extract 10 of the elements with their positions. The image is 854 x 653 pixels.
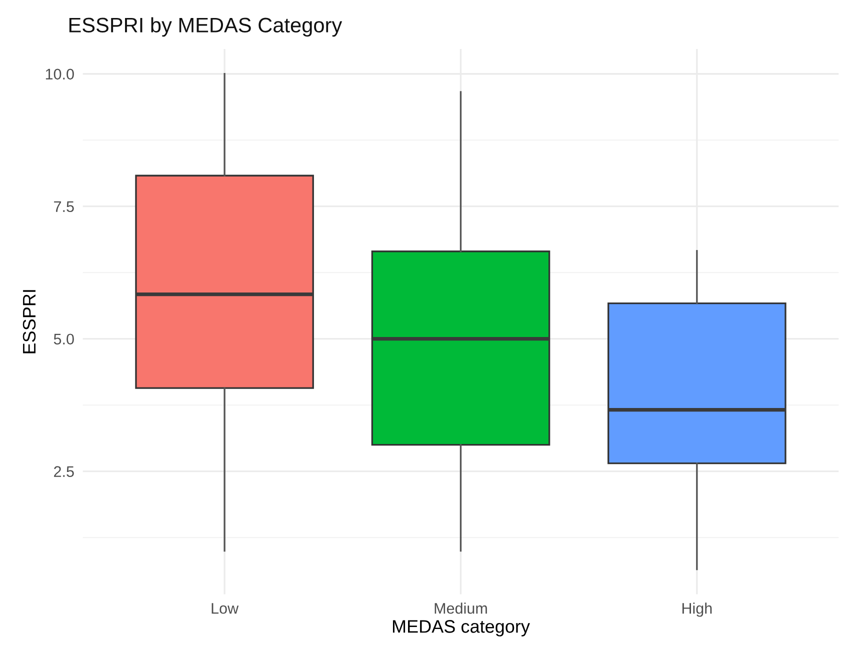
y-tick-label: 5.0 (54, 334, 74, 345)
x-tick-label: Low (212, 603, 239, 614)
y-tick-label: 2.5 (54, 466, 74, 477)
chart-title: ESSPRI by MEDAS Category (69, 17, 342, 37)
y-tick-label: 10.0 (46, 68, 74, 80)
x-axis-title: MEDAS category (392, 620, 530, 636)
y-tick-label: 7.5 (54, 201, 74, 212)
y-axis-title: ESSPRI (22, 290, 36, 354)
x-tick-label: High (682, 602, 712, 617)
x-tick-label: Medium (434, 602, 487, 614)
